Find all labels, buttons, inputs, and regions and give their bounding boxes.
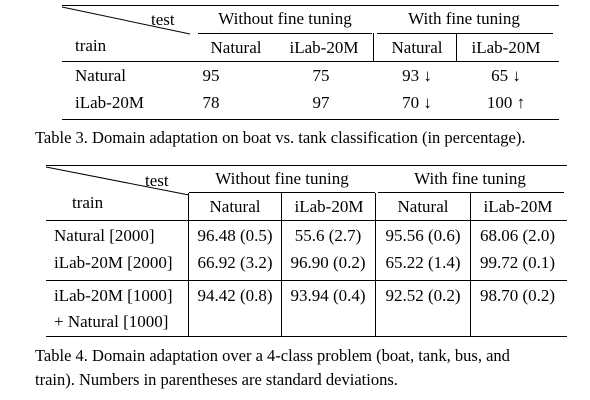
table3-col-ilab-1: iLab-20M <box>289 38 359 57</box>
table3-col-ilab-2: iLab-20M <box>471 38 541 57</box>
table-cell: 98.70 (0.2) <box>479 286 556 305</box>
table-cell: 95 <box>202 66 220 85</box>
table4-col-natural-1: Natural <box>209 197 261 216</box>
table3-v-divider-1 <box>373 33 374 61</box>
table3-group-rule-right <box>377 33 553 34</box>
table4-header-rule <box>46 220 567 221</box>
table4-v-divider-stub <box>188 193 189 336</box>
row-label: iLab-20M [1000] <box>54 286 173 305</box>
table4-group-rule-right <box>378 192 564 193</box>
table-cell: 68.06 (2.0) <box>479 226 556 245</box>
table4-caption-line1: Table 4. Domain adaptation over a 4-clas… <box>35 346 510 365</box>
table-cell: 65.22 (1.4) <box>385 253 461 272</box>
table-cell: 66.92 (3.2) <box>197 253 273 272</box>
table4-v-divider-2 <box>375 193 376 336</box>
table3-train-label: train <box>75 36 107 55</box>
table4-test-label: test <box>145 171 169 190</box>
table3-col-natural-1: Natural <box>210 38 262 57</box>
table4-v-divider-1 <box>281 193 282 336</box>
table3-test-label: test <box>151 10 175 29</box>
table-cell: 92.52 (0.2) <box>385 286 461 305</box>
table-cell: 96.90 (0.2) <box>290 253 366 272</box>
table4-train-label: train <box>72 193 104 212</box>
table4-col-ilab-2: iLab-20M <box>483 197 553 216</box>
table3-header-diagonal <box>61 6 191 35</box>
table4-group-without: Without fine tuning <box>215 169 349 188</box>
row-label: Natural <box>75 66 126 85</box>
table-cell: 65 ↓ <box>491 66 521 85</box>
table4-caption-line2: train). Numbers in parentheses are stand… <box>35 370 398 389</box>
table4-col-natural-2: Natural <box>397 197 449 216</box>
table-cell: 97 <box>312 93 330 112</box>
table4-bottom-rule <box>46 336 567 338</box>
table4-group-with: With fine tuning <box>414 169 526 188</box>
table-cell: 100 ↑ <box>486 93 526 112</box>
table3-header-rule <box>62 61 559 62</box>
table3-bottom-rule <box>62 119 559 121</box>
table3-caption: Table 3. Domain adaptation on boat vs. t… <box>35 128 526 147</box>
row-label: Natural [2000] <box>54 226 155 245</box>
table-cell: 55.6 (2.7) <box>294 226 362 245</box>
table4-v-divider-3 <box>470 193 471 336</box>
row-label-line2: + Natural [1000] <box>54 312 169 331</box>
row-label: iLab-20M <box>75 93 144 112</box>
table3-v-divider-2 <box>456 33 457 61</box>
table-cell: 95.56 (0.6) <box>385 226 461 245</box>
table-cell: 75 <box>312 66 330 85</box>
table-cell: 94.42 (0.8) <box>197 286 273 305</box>
table4-top-rule <box>46 165 567 167</box>
table3-top-rule <box>62 5 559 7</box>
table-cell: 78 <box>202 93 220 112</box>
table-cell: 93 ↓ <box>402 66 432 85</box>
table-cell: 99.72 (0.1) <box>479 253 556 272</box>
table4-header-diagonal <box>45 166 190 196</box>
table-cell: 70 ↓ <box>402 93 432 112</box>
table3-group-with: With fine tuning <box>408 9 520 28</box>
table3-col-natural-2: Natural <box>391 38 443 57</box>
table4-group-rule-left <box>189 192 375 193</box>
table3-group-rule-left <box>198 33 372 34</box>
table-cell: 93.94 (0.4) <box>290 286 366 305</box>
table-cell: 96.48 (0.5) <box>197 226 273 245</box>
row-label: iLab-20M [2000] <box>54 253 173 272</box>
table4-mid-rule <box>46 280 567 281</box>
table3-group-without: Without fine tuning <box>218 9 352 28</box>
table4-col-ilab-1: iLab-20M <box>294 197 364 216</box>
